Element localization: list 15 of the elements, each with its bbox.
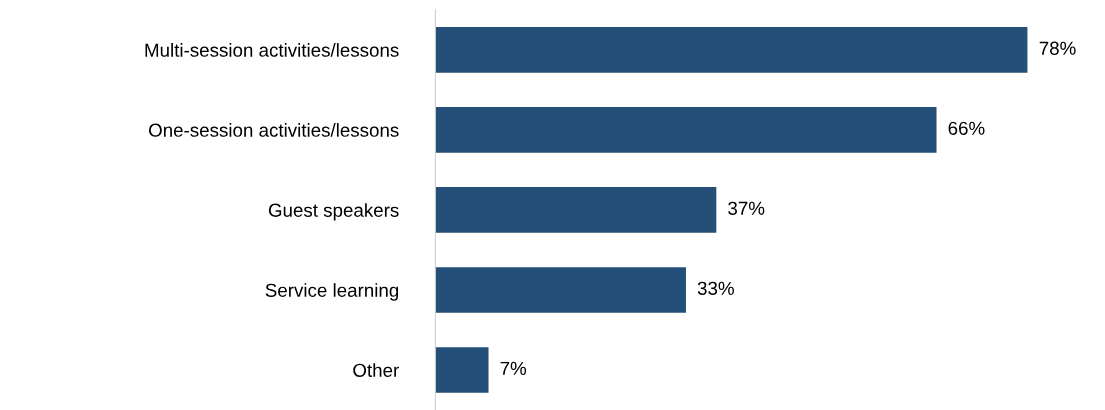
bar	[435, 27, 1028, 73]
y-tick-label: Guest speakers	[268, 203, 399, 221]
y-tick-label: Other	[353, 363, 399, 377]
data-label: 33%	[697, 281, 734, 295]
data-label: 66%	[948, 121, 985, 135]
data-label: 37%	[728, 201, 765, 215]
bar	[435, 347, 489, 393]
bar	[435, 187, 717, 233]
bar	[435, 107, 937, 153]
y-tick-label: Multi-session activities/lessons	[145, 43, 399, 57]
data-label: 7%	[500, 361, 527, 375]
data-label: 78%	[1039, 41, 1076, 55]
y-tick-label: One-session activities/lessons	[149, 123, 399, 137]
bar	[435, 267, 686, 313]
y-tick-label: Service learning	[265, 283, 399, 301]
